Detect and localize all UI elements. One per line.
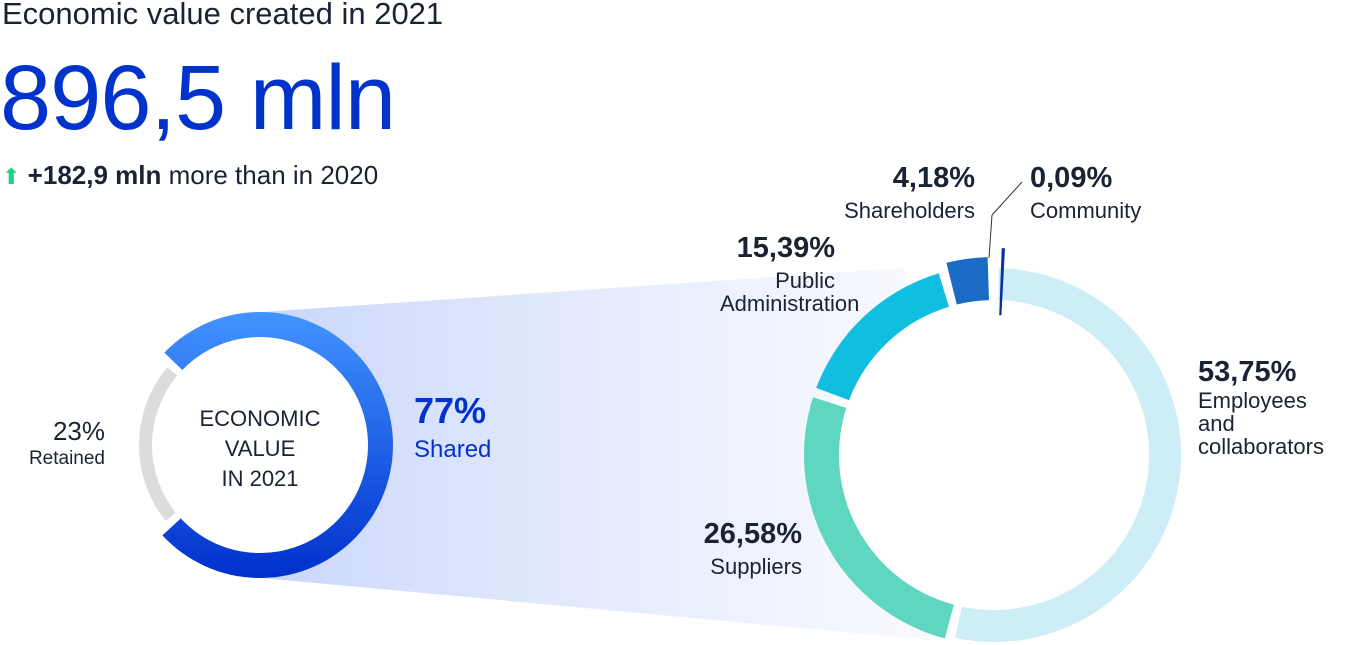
slice-text: Employees and collaborators <box>1198 388 1324 459</box>
right-inner <box>822 283 1166 627</box>
retained-text: Retained <box>28 448 105 469</box>
community-leader-2 <box>991 181 1023 216</box>
shared-label: 77% Shared <box>414 390 492 463</box>
slice-shared <box>162 312 393 579</box>
slice-text: Community <box>1030 198 1142 223</box>
retained-pct: 23% <box>52 416 105 446</box>
slice-text: Shareholders <box>844 198 975 223</box>
center-line: ECONOMIC <box>199 406 321 431</box>
employees-label: 53,75% Employees and collaborators <box>1198 356 1346 458</box>
total-value: 896,5 mln <box>0 47 396 149</box>
slice-public-administration <box>816 273 949 401</box>
delta-value: +182,9 mln <box>27 160 162 190</box>
delta-text: ⬆ +182,9 mln more than in 2020 <box>2 160 378 191</box>
delta-label: more than in 2020 <box>161 160 379 190</box>
funnel-connector <box>262 268 930 640</box>
public-admin-label: 15,39% Public Administration <box>640 232 860 316</box>
inner-circle <box>140 325 380 565</box>
suppliers-label: 26,58% Suppliers <box>650 518 802 578</box>
slice-pct: 15,39% <box>736 232 835 264</box>
slice-text: Public Administration <box>720 268 860 316</box>
slice-pct: 0,09% <box>1030 162 1113 194</box>
community-leader <box>988 214 993 259</box>
shared-pct: 77% <box>414 390 487 431</box>
slice-pct: 4,18% <box>892 162 975 194</box>
slice-retained <box>139 367 178 521</box>
slice-pct: 53,75% <box>1198 356 1297 388</box>
community-label: 0,09% Community <box>1030 162 1141 222</box>
slice-shareholders <box>946 257 989 305</box>
arrow-up-icon: ⬆ <box>2 164 21 189</box>
center-label: ECONOMIC VALUE IN 2021 <box>180 404 340 494</box>
slice-text: Suppliers <box>710 554 802 579</box>
slice-community <box>999 248 1005 316</box>
slice-pct: 26,58% <box>703 518 802 550</box>
slice-employees-and-collaborators <box>955 268 1182 642</box>
retained-label: 23% Retained <box>0 416 105 470</box>
center-line: IN 2021 <box>221 466 299 491</box>
shareholders-label: 4,18% Shareholders <box>800 162 975 222</box>
slice-suppliers <box>804 397 954 639</box>
page-title: Economic value created in 2021 <box>2 0 444 31</box>
shared-text: Shared <box>414 436 492 463</box>
center-line: VALUE <box>224 436 296 461</box>
